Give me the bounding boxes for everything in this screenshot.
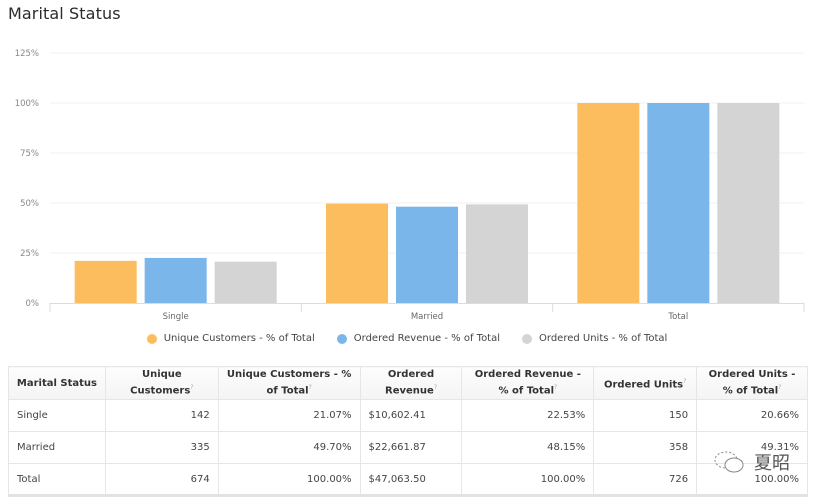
legend-label: Ordered Units - % of Total [539,333,668,344]
column-header[interactable]: Unique Customers? [104,366,219,400]
info-icon[interactable]: ? [308,384,312,392]
cell-ordered-units-pct: 100.00% [696,463,808,496]
table-row: Married 335 49.70% $22,661.87 48.15% 358… [8,431,808,464]
cell-ordered-units-pct: 20.66% [696,399,808,432]
cell-unique-customers-pct: 49.70% [217,431,361,464]
cell-marital-status: Single [8,399,106,432]
info-icon[interactable]: ? [778,384,782,392]
x-tick-label: Married [411,312,443,322]
chart-legend: Unique Customers - % of Total Ordered Re… [0,333,814,344]
legend-label: Ordered Revenue - % of Total [353,333,501,344]
cell-ordered-units: 150 [593,399,698,432]
y-tick-label: 25% [20,249,39,259]
bars [74,103,780,303]
legend-dot-icon [146,333,157,344]
info-icon[interactable]: ? [683,377,687,385]
bar [717,103,780,303]
bar [466,204,528,303]
y-tick-label: 100% [15,99,39,109]
x-axis: Single Married Total [49,303,805,322]
column-header[interactable]: Ordered Revenue? [359,366,463,400]
column-header[interactable]: Marital Status [8,366,106,400]
cell-ordered-revenue: $10,602.41 [359,399,463,432]
legend-item-ordered-revenue[interactable]: Ordered Revenue - % of Total [336,333,501,344]
bar [396,206,458,303]
watermark: 夏昭 [712,449,790,475]
info-icon[interactable]: ? [190,384,194,392]
bar [144,257,207,303]
column-header[interactable]: Ordered Units? [593,366,698,400]
legend-label: Unique Customers - % of Total [163,333,315,344]
bar [326,203,388,303]
table-row: Single 142 21.07% $10,602.41 22.53% 150 … [8,399,808,432]
column-header[interactable]: Unique Customers - % of Total? [217,366,361,400]
cell-unique-customers: 335 [104,431,219,464]
y-axis-ticks: 0% 25% 50% 75% 100% 125% [15,49,39,309]
cell-ordered-units: 726 [593,463,698,496]
legend-item-ordered-units[interactable]: Ordered Units - % of Total [522,333,667,344]
cell-unique-customers-pct: 21.07% [217,399,361,432]
info-icon[interactable]: ? [554,384,558,392]
x-tick-label: Total [667,312,688,322]
marital-status-table: Marital Status Unique Customers? Unique … [8,366,808,497]
column-header[interactable]: Ordered Revenue - % of Total? [461,366,595,400]
column-header[interactable]: Ordered Units - % of Total? [696,366,808,400]
bar-chart: 0% 25% 50% 75% 100% 125% Single Married Total [15,49,805,322]
bar [647,103,710,303]
cell-unique-customers: 674 [104,463,219,496]
wechat-icon [714,451,744,473]
cell-ordered-revenue-pct: 100.00% [461,463,595,496]
watermark-text: 夏昭 [754,453,790,474]
cell-marital-status: Total [8,463,106,496]
y-tick-label: 125% [15,49,39,59]
legend-item-unique-customers[interactable]: Unique Customers - % of Total [146,333,315,344]
bar [214,261,277,303]
bar [577,103,640,303]
cell-ordered-revenue: $22,661.87 [359,431,463,464]
legend-dot-icon [336,333,347,344]
table-row: Total 674 100.00% $47,063.50 100.00% 726… [8,463,808,496]
y-tick-label: 75% [20,149,39,159]
y-tick-label: 50% [20,199,39,209]
cell-ordered-revenue-pct: 48.15% [461,431,595,464]
cell-marital-status: Married [8,431,106,464]
cell-ordered-revenue-pct: 22.53% [461,399,595,432]
y-tick-label: 0% [26,299,40,309]
x-tick-label: Single [163,312,189,322]
cell-ordered-units: 358 [593,431,698,464]
table-header-row: Marital Status Unique Customers? Unique … [8,366,808,400]
legend-dot-icon [522,333,533,344]
cell-unique-customers-pct: 100.00% [217,463,361,496]
page-title: Marital Status [8,4,121,23]
info-icon[interactable]: ? [433,384,437,392]
cell-ordered-revenue: $47,063.50 [359,463,463,496]
cell-unique-customers: 142 [104,399,219,432]
bar [74,260,137,303]
